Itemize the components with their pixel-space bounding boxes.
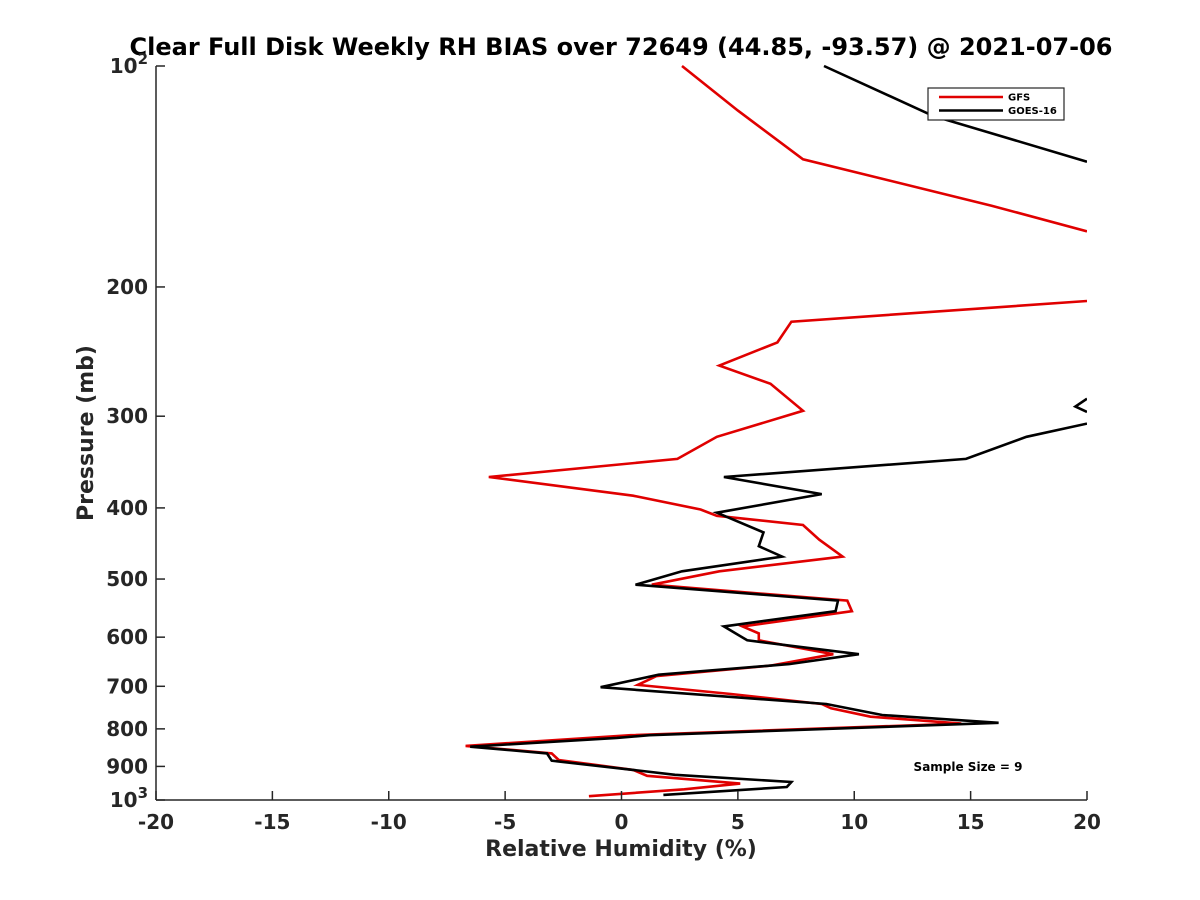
x-tick-label: -15 <box>254 810 290 834</box>
y-axis-title: Pressure (mb) <box>74 345 99 521</box>
y-tick-label: 500 <box>106 567 148 591</box>
y-tick-label: 400 <box>106 496 148 520</box>
x-tick-label: 15 <box>957 810 985 834</box>
legend-box <box>927 87 1065 121</box>
y-tick-label: 600 <box>106 625 148 649</box>
y-tick-label: 900 <box>106 754 148 778</box>
x-tick-label: -10 <box>371 810 407 834</box>
legend-label: GFS <box>1008 93 1030 104</box>
x-tick-label: 20 <box>1073 810 1101 834</box>
y-tick-label: 700 <box>106 674 148 698</box>
y-tick-label: 200 <box>106 275 148 299</box>
chart-title: Clear Full Disk Weekly RH BIAS over 7264… <box>130 33 1113 61</box>
x-axis-title: Relative Humidity (%) <box>485 837 757 862</box>
x-tick-label: 0 <box>615 810 629 834</box>
x-tick-label: -20 <box>138 810 174 834</box>
x-ticks: -20 -15 -10 -5 0 5 10 15 20 <box>138 791 1101 834</box>
x-tick-label: 5 <box>731 810 745 834</box>
y-tick-label: 300 <box>106 404 148 428</box>
legend: GFS GOES-16 <box>927 87 1065 121</box>
x-tick-label: -5 <box>494 810 516 834</box>
sample-size-annotation: Sample Size = 9 <box>914 760 1023 774</box>
x-tick-label: 10 <box>840 810 868 834</box>
legend-label: GOES-16 <box>1008 106 1057 117</box>
y-tick-label: 800 <box>106 717 148 741</box>
